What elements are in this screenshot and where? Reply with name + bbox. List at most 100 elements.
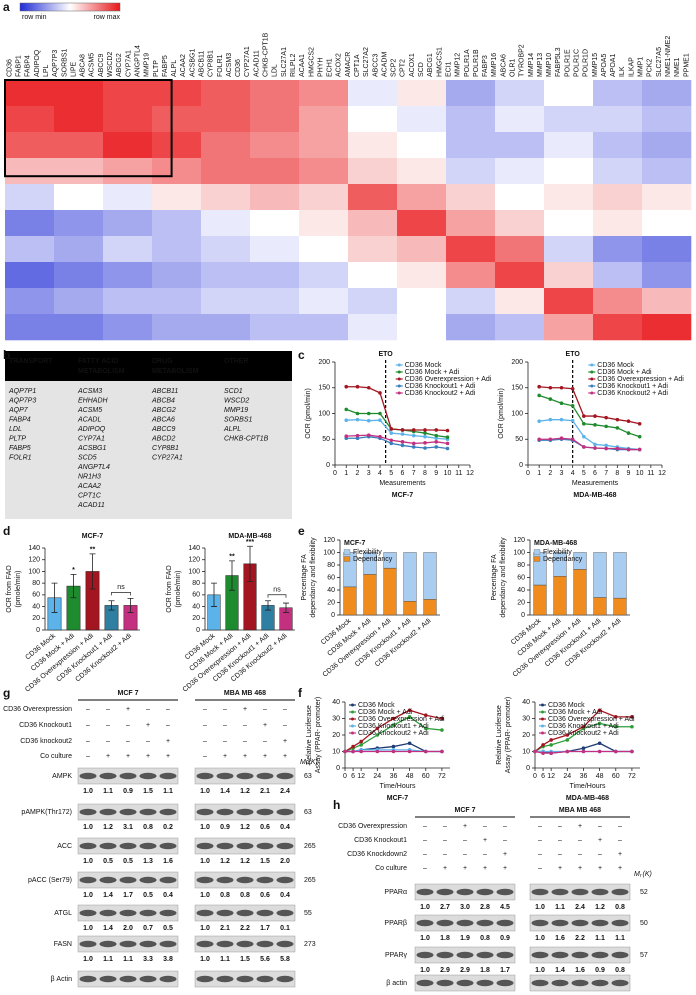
heatmap-cell bbox=[152, 288, 202, 315]
gene-label: ECH1 bbox=[327, 58, 334, 77]
condition-sign: + bbox=[598, 865, 602, 872]
heatmap-cell bbox=[54, 314, 104, 341]
gene-label: AMACR bbox=[345, 52, 352, 77]
data-point bbox=[549, 738, 553, 742]
blot-band bbox=[531, 888, 549, 896]
blot-band bbox=[436, 979, 454, 987]
y-tick-label: 200 bbox=[318, 359, 330, 366]
mr-subscript: r bbox=[640, 873, 642, 879]
x-tick-label: 60 bbox=[422, 773, 430, 780]
x-tick-label: 0 bbox=[526, 470, 530, 477]
blot-band bbox=[591, 919, 609, 927]
blot-band bbox=[196, 772, 214, 780]
quantification: 1.0 bbox=[535, 967, 545, 974]
table-cell: SCD5 bbox=[78, 454, 97, 461]
data-point bbox=[375, 749, 380, 754]
blot-band bbox=[79, 876, 97, 884]
series-line bbox=[539, 419, 640, 451]
data-point bbox=[615, 417, 620, 422]
data-point bbox=[375, 726, 380, 731]
blot-band bbox=[476, 919, 494, 927]
data-point bbox=[445, 428, 450, 433]
heatmap-cell bbox=[103, 132, 153, 159]
legend-label: CD36 Mock bbox=[548, 702, 585, 709]
x-tick-label: 1 bbox=[537, 470, 541, 477]
quantification: 0.5 bbox=[143, 892, 153, 899]
data-point bbox=[391, 749, 396, 754]
table-cell: ACSM3 bbox=[77, 388, 102, 395]
quantification: 1.4 bbox=[220, 788, 230, 795]
blot-band bbox=[236, 940, 254, 948]
y-tick-label: 100 bbox=[188, 568, 200, 575]
y-tick-label: 60 bbox=[32, 592, 40, 599]
y-axis-label: (pmole/min) bbox=[175, 571, 182, 608]
condition-sign: – bbox=[423, 837, 427, 844]
table-header: METABOLISM bbox=[78, 368, 125, 375]
gene-label: ALPL bbox=[171, 60, 178, 77]
data-point bbox=[411, 433, 416, 438]
blot-band bbox=[496, 951, 514, 959]
gene-label: CHKB-CPT1B bbox=[263, 32, 270, 77]
condition-sign: – bbox=[86, 753, 90, 760]
heatmap-cell bbox=[495, 314, 545, 341]
x-tick-label: 8 bbox=[423, 470, 427, 477]
condition-sign: – bbox=[538, 865, 542, 872]
condition-sign: – bbox=[558, 837, 562, 844]
data-point bbox=[565, 749, 570, 754]
heatmap-cell bbox=[201, 210, 251, 237]
blot-band bbox=[79, 940, 97, 948]
gene-label: ABCG1 bbox=[427, 53, 434, 77]
heatmap-cell bbox=[103, 262, 153, 289]
data-point bbox=[593, 423, 597, 427]
blot-band bbox=[531, 979, 549, 987]
gene-label: APOA1 bbox=[610, 54, 617, 77]
data-point bbox=[423, 726, 428, 731]
condition-label: Co culture bbox=[40, 753, 72, 760]
y-tick-label: 20 bbox=[32, 615, 40, 622]
gene-label: FABP5 bbox=[162, 55, 169, 77]
legend-marker bbox=[541, 724, 544, 728]
heatmap-cell bbox=[348, 106, 398, 133]
x-tick-label: 8 bbox=[615, 470, 619, 477]
heatmap-cell bbox=[54, 106, 104, 133]
quantification: 1.0 bbox=[535, 935, 545, 942]
heatmap-cell bbox=[299, 106, 349, 133]
condition-sign: – bbox=[558, 851, 562, 858]
data-point bbox=[604, 446, 608, 451]
x-tick-label: 4 bbox=[378, 470, 382, 477]
error-bar bbox=[51, 582, 58, 613]
blot-band bbox=[196, 909, 214, 917]
quantification: 1.1 bbox=[220, 956, 230, 963]
blot-band bbox=[99, 940, 117, 948]
y-axis-label: Relative Luciferase bbox=[496, 705, 503, 765]
y-tick-label: 20 bbox=[522, 732, 530, 739]
data-point bbox=[445, 441, 450, 446]
blot-band bbox=[99, 909, 117, 917]
panel-label: e bbox=[298, 524, 305, 538]
data-point bbox=[355, 411, 360, 416]
chart-title: MCF-7 bbox=[344, 540, 365, 547]
table-header: FATTY ACID bbox=[78, 358, 118, 365]
data-point bbox=[570, 418, 575, 423]
blot-band bbox=[256, 772, 274, 780]
x-tick-label: 72 bbox=[438, 773, 446, 780]
y-tick-label: 40 bbox=[192, 603, 200, 610]
quantification: 2.9 bbox=[440, 967, 450, 974]
quantification: 1.1 bbox=[103, 956, 113, 963]
mr-value: 63 bbox=[304, 773, 312, 780]
heatmap-cell bbox=[446, 106, 496, 133]
quantification: 1.7 bbox=[500, 967, 510, 974]
table-cell: AQP7 bbox=[8, 407, 29, 414]
bar-segment bbox=[573, 552, 587, 570]
data-point bbox=[626, 419, 631, 424]
blot-band bbox=[456, 919, 474, 927]
condition-sign: + bbox=[483, 865, 487, 872]
blot-band bbox=[99, 808, 117, 816]
y-tick-label: 100 bbox=[511, 410, 523, 417]
x-tick-label: 9 bbox=[627, 470, 631, 477]
heatmap-cell bbox=[397, 106, 447, 133]
quantification: 0.2 bbox=[163, 824, 173, 831]
comparison-bracket bbox=[111, 592, 131, 596]
quantification: 1.2 bbox=[240, 788, 250, 795]
